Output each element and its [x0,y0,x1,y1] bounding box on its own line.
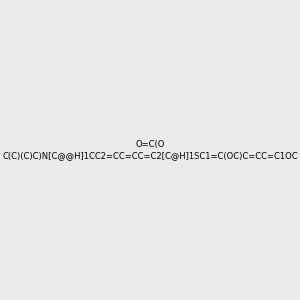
Text: O=C(O C(C)(C)C)N[C@@H]1CC2=CC=CC=C2[C@H]1SC1=C(OC)C=CC=C1OC: O=C(O C(C)(C)C)N[C@@H]1CC2=CC=CC=C2[C@H]… [2,140,298,160]
